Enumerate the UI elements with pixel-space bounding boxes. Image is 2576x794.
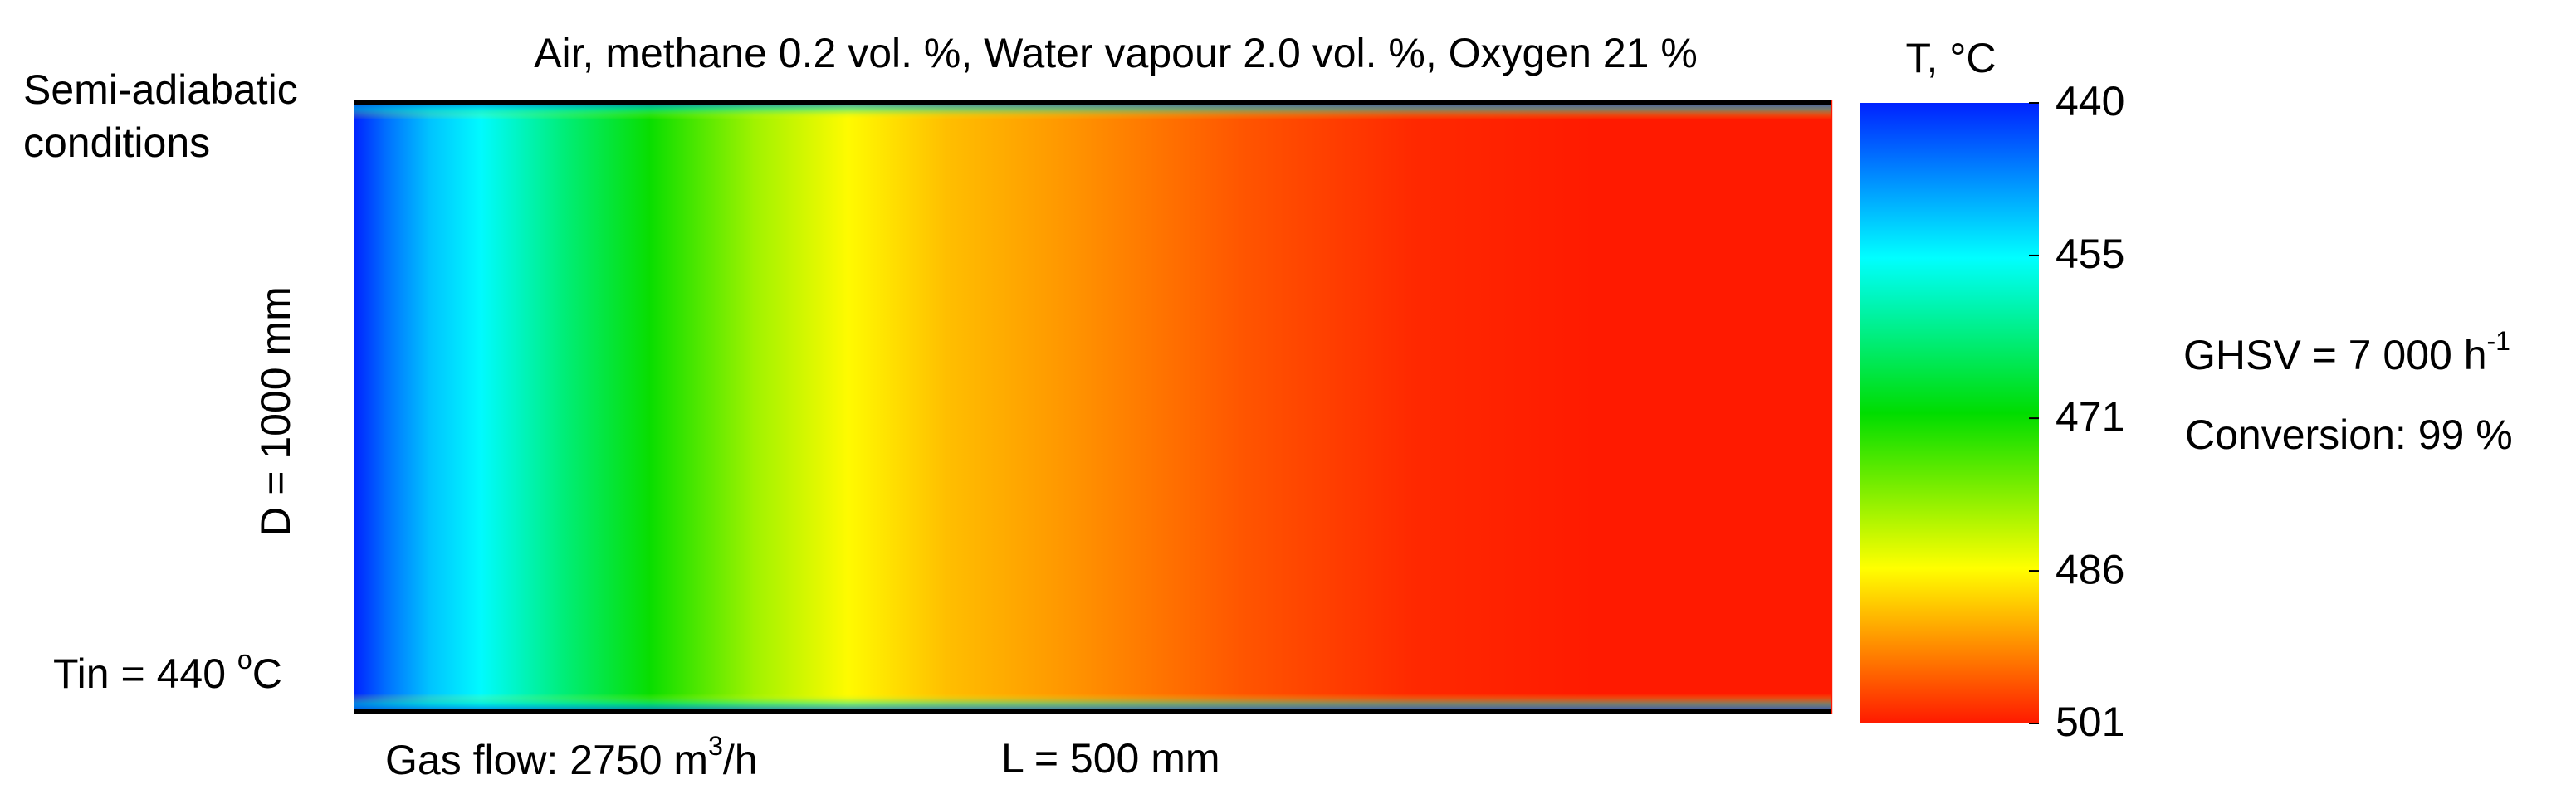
chart-title: Air, methane 0.2 vol. %, Water vapour 2.… — [534, 30, 1698, 76]
side-label: Semi-adiabatic — [23, 66, 298, 113]
colorbar — [1860, 103, 2039, 723]
temperature-field — [560, 100, 651, 714]
ghsv-label: GHSV = 7 000 h-1 — [2183, 326, 2510, 378]
ghsv-text: GHSV = 7 000 h — [2183, 332, 2487, 378]
temperature-field — [383, 100, 429, 714]
ghsv-sup: -1 — [2487, 326, 2510, 356]
temperature-field — [428, 100, 482, 714]
wall — [354, 100, 1831, 105]
side-label: conditions — [23, 119, 210, 166]
temperature-field — [354, 100, 384, 714]
temperature-field — [1240, 100, 1413, 714]
inlet-label: Tin = 440 oC — [53, 645, 282, 697]
colorbar-tick-label: 455 — [2055, 231, 2124, 277]
inlet-text: Tin = 440 — [53, 650, 237, 697]
temperature-field — [847, 100, 946, 714]
gas-flow-sup: 3 — [708, 731, 723, 761]
wall — [354, 709, 1831, 714]
colorbar-tick-label: 471 — [2055, 393, 2124, 440]
temperature-field — [481, 100, 562, 714]
temperature-field — [649, 100, 754, 714]
gas-flow-text: Gas flow: 2750 m — [385, 737, 708, 783]
inlet-sup: o — [237, 645, 252, 675]
conversion-label: Conversion: 99 % — [2185, 412, 2513, 458]
colorbar-tick-label: 486 — [2055, 546, 2124, 592]
colorbar-label: T, °C — [1906, 35, 1997, 81]
y-label: D = 1000 mm — [252, 286, 299, 537]
colorbar-tick-label: 440 — [2055, 78, 2124, 124]
temperature-field — [1411, 100, 1596, 714]
temperature-field — [945, 100, 1079, 714]
temperature-field — [752, 100, 848, 714]
colorbar-tick-label: 501 — [2055, 699, 2124, 745]
temperature-field — [1595, 100, 1833, 714]
inlet-after: C — [252, 650, 282, 697]
gas-flow-label: Gas flow: 2750 m3/h — [385, 731, 758, 783]
temperature-field — [1078, 100, 1242, 714]
gas-flow-after: /h — [723, 737, 758, 783]
x-label: L = 500 mm — [1001, 735, 1220, 782]
